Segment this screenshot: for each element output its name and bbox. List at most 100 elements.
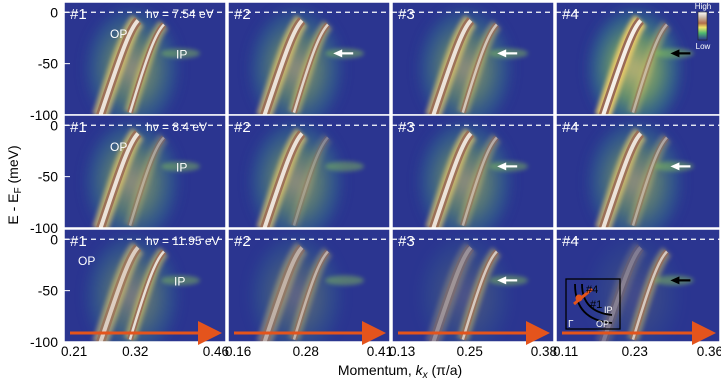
x-axis-label: Momentum, kx (π/a) [338,362,462,381]
y-tick-label: 0 [50,231,58,247]
inset-frame [565,278,621,330]
kink-tail [325,161,365,172]
inset-cut-point [575,294,583,302]
cut-label: #4 [562,6,579,23]
cut-label: #2 [234,119,251,136]
fermi-surface-inset: #4 #1 IP OP Γ [565,278,621,330]
ip-band [459,135,500,227]
kink-arrow-1 [333,49,354,58]
y-tick-label: -50 [38,56,58,72]
panel-frame [63,228,227,343]
panel-frame [227,114,391,229]
y-tick-label: -100 [30,107,58,123]
panel-r1-c4: #4 [555,1,721,116]
kink-arrow-7 [670,276,691,285]
cut-label: #2 [234,233,251,250]
op-band-core [98,246,140,342]
panel-frame [391,228,555,343]
colorbar-low-label: Low [696,42,711,51]
ip-band [291,135,331,227]
x-tick-label: 0.21 [61,344,87,359]
op-label: OP [78,254,95,268]
panel-frame [555,114,721,229]
panel-r1-c2: #2 [227,1,391,116]
colorbar-high-label: High [695,2,711,11]
kink-arrow-6 [497,276,518,285]
panel-r2-c2: #2 [227,114,391,229]
op-label: OP [110,140,127,154]
kink-tail [161,48,201,59]
inset-label-n1: #1 [590,299,602,311]
ip-band [127,135,167,227]
ip-band-halo [124,133,169,228]
op-band [428,244,475,342]
photon-energy-label: hν = 11.95 eV [146,234,220,248]
ip-band-core [292,136,329,226]
op-band-core [262,246,304,342]
op-band-core [601,246,643,342]
panel-frame [391,114,555,229]
panel-grid: #1 hν = 7.54 eV OP IP #2 #3 #4 #1 hν = 8.4 eV OP I… [63,1,721,345]
op-band-core [601,132,643,228]
kink-tail [161,161,201,172]
ip-band-core [128,136,165,226]
cut-label: #4 [562,233,579,250]
x-tick-label: 0.46 [203,344,229,359]
panel-frame [63,114,227,229]
cut-label: #2 [234,6,251,23]
panel-frame [555,228,721,343]
x-tick-label: 0.11 [553,344,578,359]
kink-arrow-2 [497,49,518,58]
op-band-halo [425,241,477,342]
ip-band-halo [457,133,502,228]
op-band-halo [595,241,647,342]
panel-r1-c1: #1 hν = 7.54 eV OP IP [63,1,227,116]
colorbar-gradient [697,11,708,41]
ip-band-halo [627,133,672,228]
ip-band [630,135,670,227]
x-tick-label: 0.13 [389,344,415,359]
photon-energy-label: hν = 7.54 eV [146,7,214,21]
ip-band-halo [627,20,672,115]
cut-label: #4 [562,119,579,136]
op-band-core [601,19,643,115]
photon-energy-label: hν = 8.4 eV [146,120,207,134]
ip-band-core [292,23,329,113]
op-label: OP [110,27,127,41]
y-tick-label: 0 [50,117,58,133]
colorbar: High Low [695,2,711,51]
ip-band-core [631,136,668,226]
kink-tail [161,275,201,286]
ip-label: IP [174,275,185,289]
ip-band-core [631,250,668,340]
inset-cut-line [573,287,593,306]
inset-label-op: OP [596,319,609,329]
ip-label: IP [176,48,187,62]
y-axis-label: E - EF (meV) [5,145,24,224]
op-band-core [98,19,140,115]
cut-label: #3 [398,6,415,23]
inset-label-ip: IP [604,305,613,315]
ip-band-core [292,250,329,340]
y-tick-label: -50 [38,169,58,185]
ip-band-core [128,23,165,113]
kink-arrow-5 [670,162,691,171]
inset-op-curve [574,283,613,324]
panel-r2-c1: #1 hν = 8.4 eV OP IP [63,114,227,229]
op-band-core [98,132,140,228]
y-tick-label: -100 [30,334,58,350]
op-band-core [262,132,304,228]
op-band-core [262,19,304,115]
op-band-core [431,132,473,228]
cut-label: #3 [398,119,415,136]
panel-r3-c2: #2 [227,228,391,345]
cut-label: #3 [398,233,415,250]
ip-band-halo [288,133,333,228]
x-tick-label: 0.16 [225,344,251,359]
inset-label-n4: #4 [586,284,598,296]
op-band-halo [256,241,309,342]
panel-frame [227,228,391,343]
cut-label: #1 [70,6,87,23]
cut-label: #1 [70,119,87,136]
